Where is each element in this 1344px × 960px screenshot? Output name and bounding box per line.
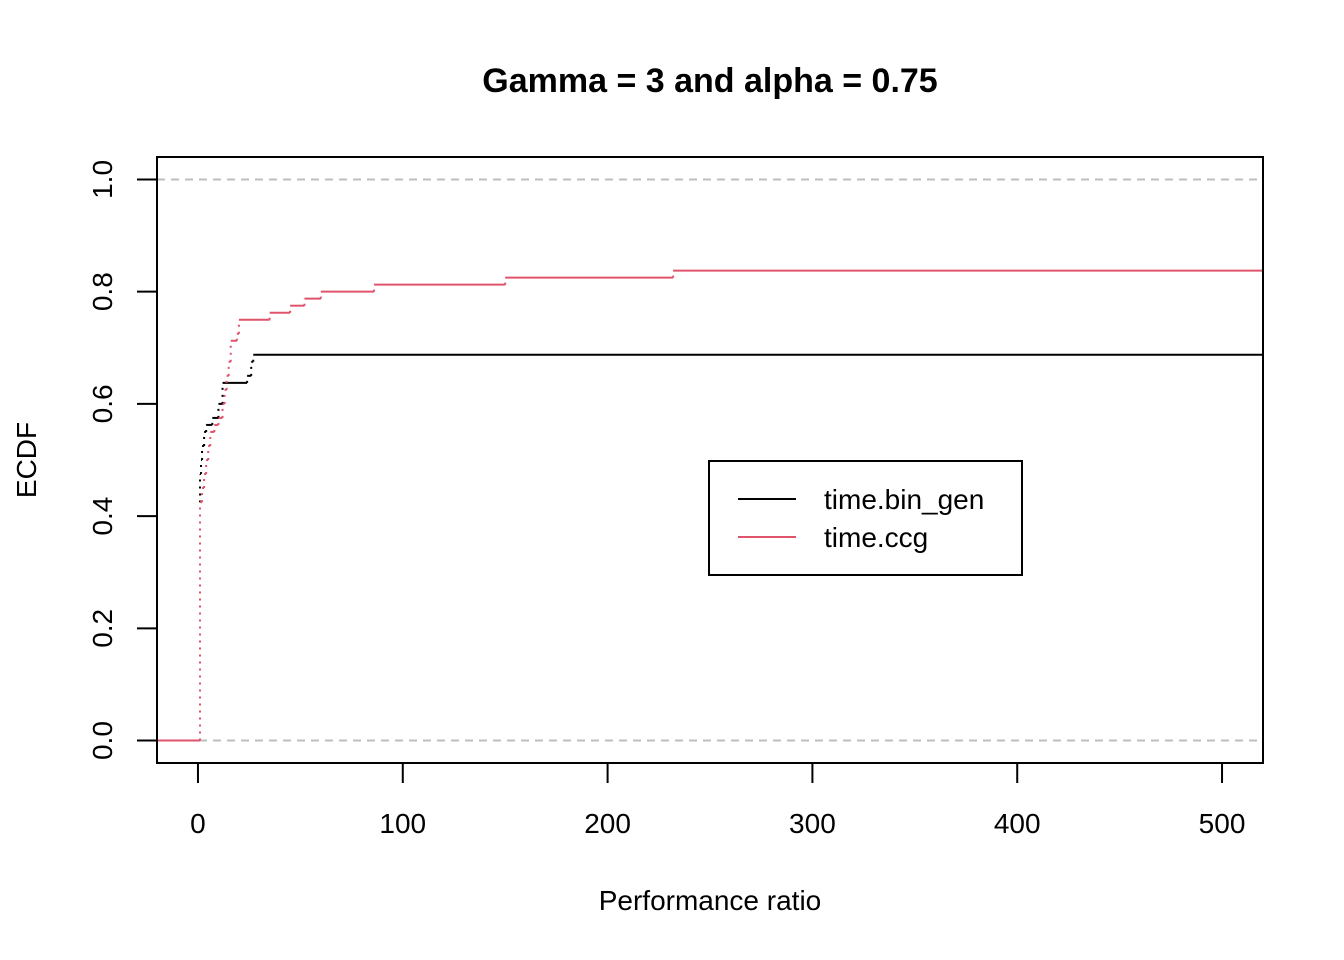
reference-lines <box>157 178 1263 742</box>
y-tick-label: 0.2 <box>87 609 118 648</box>
y-axis-title: ECDF <box>11 422 42 498</box>
x-axis: 0 100 200 300 400 500 <box>190 762 1246 839</box>
legend: time.bin_gen time.ccg <box>708 460 1023 576</box>
y-tick-label: 0.8 <box>87 272 118 311</box>
x-tick-label: 300 <box>789 808 836 839</box>
x-tick-label: 200 <box>584 808 631 839</box>
series-2 <box>157 269 1263 742</box>
y-axis: 0.0 0.2 0.4 0.6 0.8 1.0 <box>87 160 158 760</box>
legend-box <box>708 460 1023 576</box>
chart-title: Gamma = 3 and alpha = 0.75 <box>482 62 937 100</box>
y-tick-label: 1.0 <box>87 160 118 199</box>
legend-label: time.ccg <box>824 522 928 553</box>
x-axis-title: Performance ratio <box>599 885 822 916</box>
plot-frame <box>156 156 1264 764</box>
x-tick-label: 0 <box>190 808 206 839</box>
y-tick-label: 0.0 <box>87 721 118 760</box>
x-tick-label: 100 <box>379 808 426 839</box>
x-tick-label: 500 <box>1199 808 1246 839</box>
series-layer <box>157 269 1263 742</box>
y-tick-label: 0.4 <box>87 497 118 536</box>
y-tick-label: 0.6 <box>87 384 118 423</box>
legend-label: time.bin_gen <box>824 484 984 515</box>
x-tick-label: 400 <box>994 808 1041 839</box>
